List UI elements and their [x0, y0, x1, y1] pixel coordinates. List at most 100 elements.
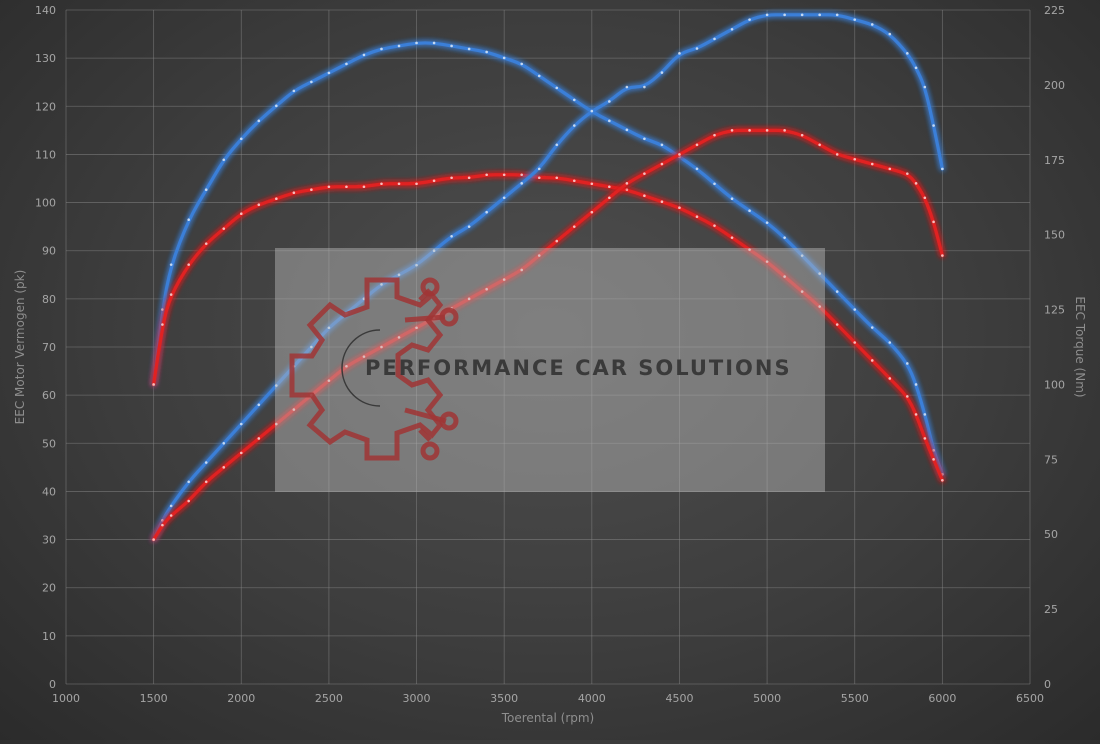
- torque-stock-point: [292, 191, 296, 195]
- torque-stock-point: [169, 293, 173, 296]
- power-stock-point: [923, 196, 927, 200]
- brand-text: PERFORMANCE CAR SOLUTIONS: [365, 356, 792, 380]
- power-tuned-line: [152, 13, 944, 542]
- power-tuned-point: [415, 263, 418, 267]
- power-stock-point: [239, 451, 243, 455]
- y-left-tick-label: 10: [42, 630, 56, 643]
- torque-tuned-point: [906, 362, 909, 365]
- power-stock-point: [275, 422, 278, 426]
- torque-stock-point: [467, 176, 471, 180]
- power-tuned-point: [310, 345, 313, 349]
- torque-tuned-point: [537, 74, 541, 78]
- power-stock-point: [292, 408, 296, 411]
- torque-tuned-point: [239, 137, 243, 141]
- power-tuned-point: [730, 27, 734, 31]
- power-stock-point: [678, 153, 681, 156]
- torque-stock-point: [625, 188, 629, 192]
- power-stock-point: [932, 220, 935, 224]
- torque-stock-point: [502, 173, 506, 177]
- torque-tuned-point: [432, 41, 436, 45]
- power-tuned-point: [713, 37, 716, 41]
- torque-tuned-point: [932, 449, 935, 452]
- axis-layer: Toerental (rpm) EEC Motor Vermogen (pk) …: [13, 4, 1087, 725]
- y-left-tick-label: 120: [35, 100, 56, 113]
- torque-stock-point: [257, 203, 261, 207]
- torque-tuned-point: [204, 188, 208, 192]
- torque-tuned-point: [450, 44, 453, 48]
- power-stock-point: [204, 480, 208, 484]
- torque-stock-point: [748, 248, 751, 251]
- power-tuned-point: [800, 13, 804, 17]
- power-tuned-point: [888, 32, 892, 36]
- torque-stock-point: [520, 173, 524, 177]
- power-tuned-point: [870, 23, 874, 26]
- power-stock-point: [888, 167, 892, 171]
- x-tick-label: 5000: [753, 692, 781, 705]
- y-left-tick-label: 60: [42, 389, 56, 402]
- y-left-tick-label: 20: [42, 582, 56, 595]
- power-tuned-point: [941, 167, 944, 171]
- power-stock-point: [327, 379, 331, 383]
- torque-tuned-point: [783, 236, 786, 239]
- torque-tuned-point: [800, 254, 804, 257]
- power-tuned-point: [608, 100, 611, 103]
- power-tuned-point: [432, 249, 436, 253]
- torque-stock-point: [239, 212, 243, 215]
- y-right-tick-label: 175: [1044, 154, 1065, 167]
- torque-tuned-point: [643, 137, 646, 141]
- x-tick-label: 2000: [227, 692, 255, 705]
- torque-tuned-point: [608, 119, 611, 123]
- torque-stock-point: [345, 185, 348, 189]
- power-tuned-point: [906, 52, 909, 55]
- torque-stock-point: [432, 179, 436, 183]
- power-stock-point: [853, 157, 857, 161]
- x-tick-label: 1500: [140, 692, 168, 705]
- y-right-axis-title: EEC Torque (Nm): [1073, 296, 1087, 397]
- x-tick-label: 5500: [841, 692, 869, 705]
- x-tick-label: 3000: [403, 692, 431, 705]
- power-stock-point: [643, 172, 646, 175]
- watermark: PERFORMANCE CAR SOLUTIONS: [275, 248, 825, 492]
- torque-stock-point: [695, 215, 699, 218]
- torque-tuned-point: [502, 56, 506, 60]
- power-stock-point: [748, 129, 751, 132]
- torque-stock-point: [678, 206, 681, 210]
- y-left-tick-label: 100: [35, 197, 56, 210]
- power-tuned-point: [169, 504, 173, 508]
- y-right-tick-label: 0: [1044, 678, 1051, 691]
- torque-stock-point: [161, 323, 164, 326]
- power-stock-line: [152, 128, 944, 542]
- power-tuned-point: [397, 273, 401, 277]
- torque-tuned-point: [380, 47, 383, 51]
- power-tuned-point: [748, 18, 751, 21]
- power-tuned-point: [187, 480, 190, 484]
- power-stock-point: [835, 153, 839, 156]
- torque-stock-point: [275, 197, 278, 201]
- torque-tuned-line: [152, 41, 944, 476]
- torque-stock-point: [397, 182, 401, 186]
- power-stock-point: [713, 133, 716, 137]
- power-tuned-point: [502, 196, 506, 200]
- torque-stock-point: [932, 458, 935, 461]
- y-right-tick-label: 150: [1044, 229, 1065, 242]
- torque-stock-point: [572, 179, 576, 183]
- y-left-tick-label: 80: [42, 293, 56, 306]
- torque-tuned-point: [870, 326, 874, 329]
- power-stock-point: [257, 437, 261, 440]
- torque-stock-point: [818, 305, 821, 308]
- torque-stock-point: [555, 176, 559, 180]
- torque-tuned-point: [695, 167, 699, 171]
- power-tuned-point: [239, 422, 243, 426]
- x-tick-label: 3500: [490, 692, 518, 705]
- y-right-tick-label: 50: [1044, 528, 1058, 541]
- power-tuned-point: [818, 13, 821, 17]
- x-tick-label: 1000: [52, 692, 80, 705]
- torque-tuned-point: [187, 218, 190, 221]
- torque-tuned-point: [310, 80, 313, 84]
- y-right-tick-label: 75: [1044, 453, 1058, 466]
- x-tick-label: 4500: [665, 692, 693, 705]
- torque-stock-point: [204, 242, 208, 245]
- torque-stock-point: [713, 224, 716, 227]
- torque-stock-point: [914, 413, 918, 416]
